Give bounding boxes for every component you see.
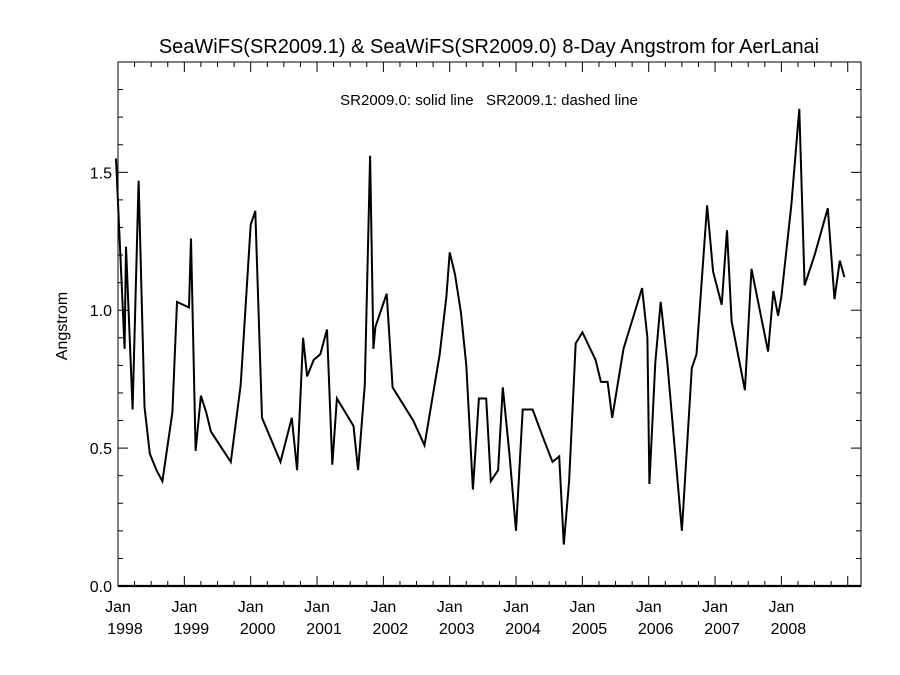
- y-tick-label: 0.5: [90, 441, 112, 458]
- x-tick-label-month: Jan: [238, 599, 264, 616]
- x-tick-label-year: 2003: [439, 621, 475, 638]
- x-tick-label-year: 2007: [704, 621, 740, 638]
- y-tick-label: 1.0: [90, 303, 112, 320]
- chart-title: SeaWiFS(SR2009.1) & SeaWiFS(SR2009.0) 8-…: [159, 36, 819, 58]
- y-tick-label: 1.5: [90, 165, 112, 182]
- x-tick-label-month: Jan: [569, 599, 595, 616]
- y-tick-label: 0.0: [90, 579, 112, 596]
- x-tick-label-month: Jan: [702, 599, 728, 616]
- x-tick-label-year: 2000: [240, 621, 276, 638]
- x-tick-label-month: Jan: [503, 599, 529, 616]
- tick-labels: 0.0 0.5 1.0 1.5 Jan 1998 Jan 1999 Jan 2000 Jan 2001…: [90, 165, 807, 638]
- axis-ticks: [117, 62, 861, 588]
- x-tick-label-month: Jan: [636, 599, 662, 616]
- x-tick-label-month: Jan: [304, 599, 330, 616]
- x-tick-label-month: Jan: [370, 599, 396, 616]
- x-tick-label-month: Jan: [437, 599, 463, 616]
- x-tick-label-year: 1998: [107, 621, 143, 638]
- x-tick-label-month: Jan: [105, 599, 131, 616]
- x-tick-label-year: 2005: [572, 621, 608, 638]
- x-tick-label-year: 1999: [174, 621, 210, 638]
- x-tick-label-month: Jan: [768, 599, 794, 616]
- x-tick-label-year: 2006: [638, 621, 674, 638]
- x-tick-label-year: 2004: [505, 621, 541, 638]
- x-tick-label-year: 2008: [771, 621, 807, 638]
- series-layer: [115, 108, 846, 545]
- x-tick-label-month: Jan: [171, 599, 197, 616]
- y-axis-label: Angstrom: [54, 292, 71, 360]
- chart-annotation: SR2009.0: solid line SR2009.1: dashed li…: [340, 92, 638, 109]
- series-line-SR2009.0: [115, 108, 846, 545]
- x-tick-label-year: 2002: [373, 621, 409, 638]
- x-tick-label-year: 2001: [306, 621, 342, 638]
- plot-frame: [117, 61, 862, 587]
